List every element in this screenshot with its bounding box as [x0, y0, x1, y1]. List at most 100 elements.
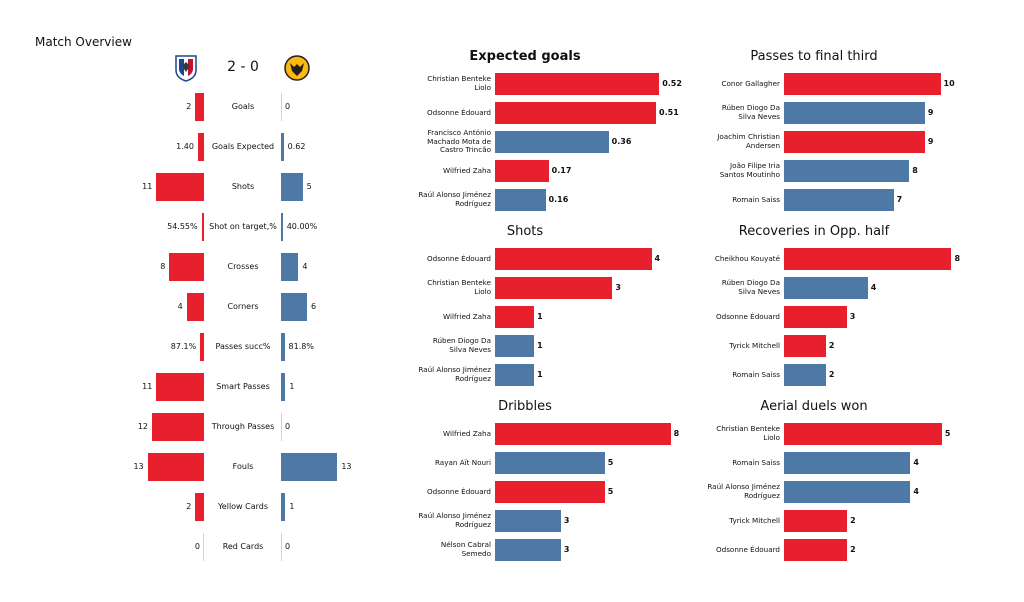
player-label: Christian Benteke Liolo [427, 74, 491, 92]
value-label: 1 [537, 370, 543, 379]
player-label: Rúben Diogo Da Silva Neves [721, 103, 780, 121]
bar [495, 277, 613, 299]
bar [784, 335, 826, 357]
value-label: 5 [607, 458, 614, 467]
value-label: 5 [607, 487, 614, 496]
bar [784, 364, 826, 386]
bar [784, 102, 925, 124]
chart-title: Passes to final third [750, 49, 878, 64]
home-value: 2 [186, 502, 192, 511]
player-label: Tyrick Mitchell [729, 340, 780, 350]
away-bar [281, 373, 286, 401]
home-bar [152, 413, 204, 441]
home-value: 4 [177, 302, 183, 311]
player-label: Odsonne Édouard [426, 486, 491, 496]
value-label: 0.51 [659, 108, 679, 117]
bar [495, 364, 535, 386]
away-value: 6 [311, 302, 317, 311]
baseline [281, 413, 282, 441]
stat-label: Fouls [232, 462, 254, 472]
player-label: Nélson Cabral Semedo [440, 540, 491, 558]
player-label: Conor Gallagher [721, 78, 780, 88]
bar [495, 102, 657, 124]
away-value: 81.8% [288, 342, 314, 351]
bar [784, 481, 911, 503]
value-label: 2 [828, 341, 835, 350]
home-value: 13 [133, 462, 144, 471]
value-label: 4 [913, 487, 919, 496]
away-bar [281, 493, 286, 521]
bar [784, 423, 942, 445]
player-label: Raúl Alonso Jiménez Rodríguez [707, 482, 780, 500]
chart-title: Expected goals [469, 49, 581, 64]
value-label: 2 [850, 545, 856, 554]
value-label: 4 [870, 283, 877, 292]
bar [784, 131, 925, 153]
player-label: João Filipe Iria Santos Moutinho [719, 161, 780, 179]
away-value: 0 [285, 102, 291, 111]
home-bar [195, 93, 204, 121]
bar [495, 423, 671, 445]
stat-label: Red Cards [222, 542, 264, 552]
bar [495, 160, 549, 182]
bar [495, 248, 652, 270]
bar [495, 73, 660, 95]
player-label: Odsonne Édouard [715, 544, 780, 554]
bar [495, 189, 546, 211]
stat-label: Shot on target,% [209, 222, 277, 232]
away-crest [284, 55, 310, 81]
player-label: Cheikhou Kouyaté [714, 253, 780, 263]
player-label: Romain Saiss [732, 194, 780, 204]
home-bar [156, 373, 204, 401]
value-label: 0.36 [611, 137, 632, 146]
away-value: 0 [285, 422, 291, 431]
home-value: 1.40 [176, 142, 194, 151]
away-bar [281, 453, 338, 481]
chart-title: Aerial duels won [760, 399, 868, 414]
baseline [203, 533, 204, 561]
chart-title: Recoveries in Opp. half [738, 224, 890, 239]
value-label: 4 [654, 254, 661, 263]
value-label: 5 [944, 429, 951, 438]
player-label: Rúben Diogo Da Silva Neves [721, 278, 780, 296]
bar [784, 539, 848, 561]
player-label: Christian Benteke Liolo [427, 278, 491, 296]
home-value: 87.1% [170, 342, 197, 351]
home-value: 54.55% [167, 222, 198, 231]
value-label: 0.16 [548, 195, 569, 204]
value-label: 9 [927, 137, 934, 146]
value-label: 3 [563, 516, 570, 525]
stat-label: Goals Expected [211, 142, 275, 152]
home-bar [201, 213, 204, 241]
bar [495, 131, 609, 153]
player-label: Raúl Alonso Jiménez Rodríguez [418, 365, 491, 383]
home-value: 2 [186, 102, 192, 111]
away-value: 0 [285, 542, 291, 551]
player-label: Francisco António Machado Mota de Castro… [427, 128, 491, 155]
away-value: 4 [302, 262, 308, 271]
home-bar [156, 173, 204, 201]
player-label: Christian Benteke Liolo [716, 424, 780, 442]
score: 2 - 0 [227, 59, 259, 75]
stat-label: Goals [231, 102, 255, 112]
bar [495, 510, 561, 532]
away-bar [281, 293, 307, 321]
player-label: Rúben Diogo Da Silva Neves [432, 336, 491, 354]
value-label: 0.52 [662, 79, 682, 88]
stat-label: Corners [227, 302, 259, 312]
bar [784, 189, 894, 211]
away-bar [281, 333, 285, 361]
stat-label: Smart Passes [216, 382, 270, 392]
away-bar [281, 213, 283, 241]
bar [784, 452, 911, 474]
player-label: Wilfried Zaha [443, 311, 491, 321]
bar [495, 335, 535, 357]
player-label: Wilfried Zaha [443, 428, 491, 438]
away-bar [281, 173, 303, 201]
overview-title: Match Overview [35, 35, 132, 49]
home-value: 8 [160, 262, 166, 271]
home-bar [169, 253, 204, 281]
value-label: 1 [537, 312, 543, 321]
